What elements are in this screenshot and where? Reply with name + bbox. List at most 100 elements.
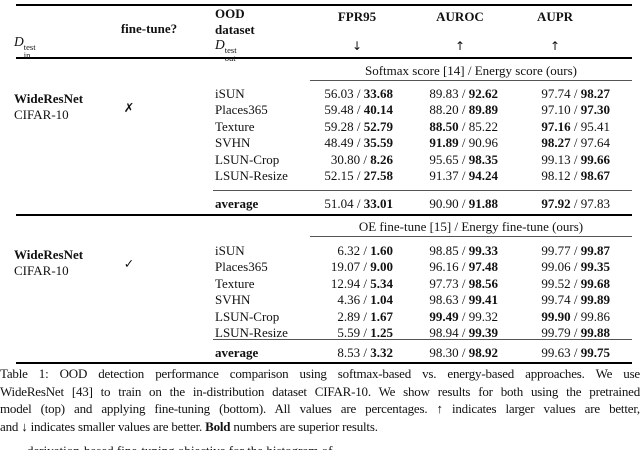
table-bottom-rule <box>16 362 632 364</box>
up-arrow-icon: ↑ <box>454 39 466 53</box>
average-label: average <box>215 345 259 360</box>
table-row: Places365 19.07 / 9.00 96.16 / 97.48 99.… <box>0 259 640 274</box>
separator: / <box>458 325 469 340</box>
separator: / <box>360 259 371 274</box>
auroc-cell: 91.89 / 90.96 <box>429 135 498 150</box>
separator: / <box>353 135 364 150</box>
in-distribution-dataset: CIFAR-10 <box>14 107 69 122</box>
ood-dataset-name: LSUN-Resize <box>215 168 288 183</box>
aupr-cell: 99.90 / 99.86 <box>541 309 610 324</box>
separator: / <box>570 135 581 150</box>
separator: / <box>458 309 469 324</box>
column-header-finetune: fine-tune? <box>120 21 178 36</box>
separator: / <box>353 102 364 117</box>
auroc-cell: 91.37 / 94.24 <box>429 168 498 183</box>
ood-dataset-name: Texture <box>215 276 255 291</box>
separator: / <box>570 119 581 134</box>
separator: / <box>353 168 364 183</box>
table-row: SVHN 48.49 / 35.59 91.89 / 90.96 98.27 /… <box>0 135 640 150</box>
separator: / <box>458 276 469 291</box>
in-distribution-dataset: CIFAR-10 <box>14 263 69 278</box>
caption-line: model (top) and applying fine-tuning (bo… <box>0 401 640 417</box>
caption-line: and ↓ indicates smaller values are bette… <box>0 418 378 434</box>
aupr-cell: 99.06 / 99.35 <box>541 259 610 274</box>
auroc-cell: 98.94 / 99.39 <box>429 325 498 340</box>
separator: / <box>570 325 581 340</box>
auroc-cell: 90.90 / 91.88 <box>429 196 498 211</box>
aupr-cell: 98.27 / 97.64 <box>541 135 610 150</box>
ood-dataset-name: Texture <box>215 119 255 134</box>
separator: / <box>458 243 469 258</box>
ood-dataset-name: SVHN <box>215 292 251 307</box>
ood-dataset-name: iSUN <box>215 243 245 258</box>
separator: / <box>353 86 364 101</box>
section-divider-rule <box>16 214 632 216</box>
separator: / <box>353 196 364 211</box>
separator: / <box>570 276 581 291</box>
fpr95-cell: 2.89 / 1.67 <box>337 309 393 324</box>
column-header-auroc: AUROC <box>436 9 484 24</box>
average-rule <box>213 190 632 191</box>
separator: / <box>458 135 469 150</box>
separator: / <box>458 259 469 274</box>
down-arrow-icon: ↓ <box>351 39 363 53</box>
separator: / <box>360 309 371 324</box>
superscript-test: test <box>224 45 237 55</box>
ood-dataset-name: Places365 <box>215 259 268 274</box>
column-header-fpr95: FPR95 <box>337 9 377 24</box>
separator: / <box>570 309 581 324</box>
ood-dataset-name: LSUN-Crop <box>215 152 280 167</box>
fpr95-cell: 12.94 / 5.34 <box>330 276 393 291</box>
bold-keyword: Bold <box>205 418 231 434</box>
table-row: LSUN-Crop 2.89 / 1.67 99.49 / 99.32 99.9… <box>0 309 640 324</box>
subscript-in: in <box>23 50 31 60</box>
separator: / <box>458 292 469 307</box>
aupr-cell: 99.52 / 99.68 <box>541 276 610 291</box>
separator: / <box>570 345 581 360</box>
ood-dataset-name: LSUN-Resize <box>215 325 288 340</box>
average-row: average 51.04 / 33.01 90.90 / 91.88 97.9… <box>0 196 640 211</box>
aupr-cell: 97.74 / 98.27 <box>541 86 610 101</box>
separator: / <box>570 86 581 101</box>
separator: / <box>360 243 371 258</box>
subscript-out: out <box>224 53 236 63</box>
separator: / <box>570 102 581 117</box>
separator: / <box>570 196 581 211</box>
separator: / <box>360 345 371 360</box>
table-row: Texture 12.94 / 5.34 97.73 / 98.56 99.52… <box>0 276 640 291</box>
check-mark-icon: ✓ <box>123 256 135 271</box>
fpr95-cell: 8.53 / 3.32 <box>337 345 393 360</box>
auroc-cell: 97.73 / 98.56 <box>429 276 498 291</box>
separator: / <box>458 168 469 183</box>
aupr-cell: 99.63 / 99.75 <box>541 345 610 360</box>
ood-dataset-name: iSUN <box>215 86 245 101</box>
cross-mark-icon: ✗ <box>123 100 135 115</box>
caption-line: WideResNet [43] to train on the in-distr… <box>0 383 640 399</box>
header-bottom-rule <box>16 57 632 59</box>
aupr-cell: 99.13 / 99.66 <box>541 152 610 167</box>
aupr-cell: 99.79 / 99.88 <box>541 325 610 340</box>
fpr95-cell: 5.59 / 1.25 <box>337 325 393 340</box>
score-method-header: Softmax score [14] / Energy score (ours) <box>364 63 578 78</box>
separator: / <box>360 325 371 340</box>
average-rule <box>213 339 632 340</box>
clipped-body-text: derivation-based fine-tuning objective f… <box>27 443 627 450</box>
score-header-rule <box>310 236 632 237</box>
table-row: LSUN-Resize 52.15 / 27.58 91.37 / 94.24 … <box>0 168 640 183</box>
fpr95-cell: 59.48 / 40.14 <box>324 102 393 117</box>
column-header-ood-line2: dataset <box>215 22 255 37</box>
ood-dataset-name: SVHN <box>215 135 251 150</box>
fpr95-cell: 30.80 / 8.26 <box>330 152 393 167</box>
auroc-cell: 89.83 / 92.62 <box>429 86 498 101</box>
column-header-ood-line1: OOD <box>215 6 245 21</box>
math-d-symbol: D <box>215 37 225 52</box>
fpr95-cell: 51.04 / 33.01 <box>324 196 393 211</box>
auroc-cell: 98.63 / 99.41 <box>429 292 498 307</box>
separator: / <box>360 292 371 307</box>
auroc-cell: 88.50 / 85.22 <box>429 119 498 134</box>
table-top-rule <box>16 4 632 6</box>
table-row: LSUN-Crop 30.80 / 8.26 95.65 / 98.35 99.… <box>0 152 640 167</box>
